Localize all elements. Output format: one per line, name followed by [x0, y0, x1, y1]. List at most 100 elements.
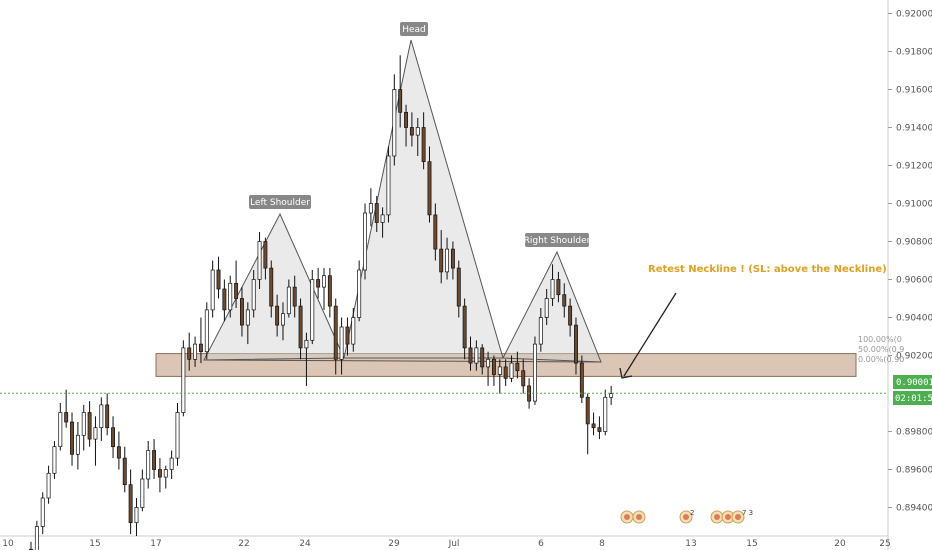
head-label: Head: [400, 22, 428, 36]
candle: [439, 230, 444, 284]
candle: [333, 298, 338, 375]
candle: [345, 317, 350, 356]
candle: [140, 469, 145, 512]
candle: [81, 404, 86, 451]
candle: [374, 195, 379, 232]
candle: [503, 359, 508, 386]
candle: [456, 260, 461, 318]
candle: [538, 308, 543, 352]
candle: [269, 260, 274, 318]
svg-text:Right Shoulder: Right Shoulder: [524, 236, 591, 246]
fib-levels: 100.00%(0 50.00%(0.9 0.00%(0.90: [858, 335, 904, 364]
candle: [181, 340, 186, 417]
candle: [75, 422, 80, 470]
candle: [163, 465, 168, 489]
candle: [128, 469, 133, 535]
candle: [462, 298, 467, 360]
economic-events[interactable]: 2 7 3: [620, 509, 753, 524]
candle: [398, 55, 403, 128]
candle: [286, 279, 291, 318]
candle: [46, 465, 51, 504]
y-tick-label: 0.91800: [896, 48, 932, 58]
countdown-tag: 02:01:51: [895, 394, 932, 404]
x-tick-label: 20: [834, 539, 846, 549]
y-tick-label: 0.89400: [896, 504, 932, 514]
candle: [187, 332, 192, 371]
candle: [198, 317, 203, 364]
y-tick-label: 0.90200: [896, 352, 932, 362]
candle: [445, 237, 450, 280]
candle: [603, 389, 608, 436]
candle: [415, 118, 420, 156]
candle: [240, 287, 244, 337]
event-icon: [679, 510, 693, 524]
x-tick-label: 29: [388, 539, 400, 549]
candle: [152, 439, 157, 479]
candle: [93, 416, 98, 466]
event-icon: [620, 510, 634, 524]
candle: [544, 289, 549, 326]
candle: [58, 403, 63, 451]
y-tick-label: 0.92000: [896, 10, 932, 20]
candle: [609, 385, 614, 405]
candle: [234, 260, 239, 308]
candle: [40, 492, 45, 535]
x-tick-label: 25: [879, 539, 890, 549]
candle: [339, 317, 344, 375]
price-axis-tags: 0.90001 02:01:51: [893, 375, 932, 405]
candle: [245, 302, 250, 345]
candle: [597, 416, 602, 440]
candle: [556, 271, 561, 303]
candle: [579, 355, 584, 403]
head-triangle: [343, 39, 504, 359]
candle: [52, 441, 57, 479]
candle: [29, 541, 33, 550]
candle: [34, 520, 39, 550]
candle: [421, 112, 426, 170]
candle: [292, 275, 297, 318]
candle: [298, 298, 303, 360]
candle: [427, 146, 432, 223]
x-tick-label: Jul: [448, 539, 460, 549]
x-tick-label: 10: [2, 539, 14, 549]
candle: [105, 393, 110, 436]
candle: [275, 294, 280, 337]
candle: [486, 351, 491, 386]
fib-100: 100.00%(0: [858, 335, 902, 344]
candle: [263, 237, 268, 280]
x-tick-label: 6: [538, 539, 544, 549]
candle: [228, 275, 233, 318]
candle: [281, 302, 285, 341]
candle: [157, 458, 162, 493]
retest-annotation: Retest Neckline ! (SL: above the Necklin…: [648, 264, 887, 275]
candle: [111, 416, 115, 459]
candle: [363, 203, 367, 280]
candle: [450, 241, 455, 280]
svg-text:Head: Head: [402, 25, 426, 35]
candle: [474, 340, 479, 371]
candle: [357, 260, 362, 322]
candle: [322, 268, 326, 310]
svg-text:Left Shoulder: Left Shoulder: [250, 198, 310, 208]
candle: [497, 359, 502, 394]
candle: [574, 317, 578, 375]
candle: [468, 336, 473, 371]
candle: [327, 268, 332, 318]
candle: [585, 393, 590, 455]
candle: [122, 446, 127, 493]
candle: [515, 351, 520, 379]
candle: [304, 332, 309, 386]
y-tick-label: 0.90800: [896, 238, 932, 248]
candle: [99, 397, 104, 441]
candle: [351, 308, 356, 352]
y-tick-label: 0.89800: [896, 428, 932, 438]
candle: [175, 403, 180, 466]
candle: [87, 401, 92, 447]
candle: [521, 359, 526, 394]
candle: [204, 302, 209, 360]
candle: [404, 104, 408, 147]
y-tick-label: 0.90400: [896, 314, 932, 324]
current-price-tag: 0.90001: [896, 378, 932, 388]
candle: [64, 389, 69, 428]
